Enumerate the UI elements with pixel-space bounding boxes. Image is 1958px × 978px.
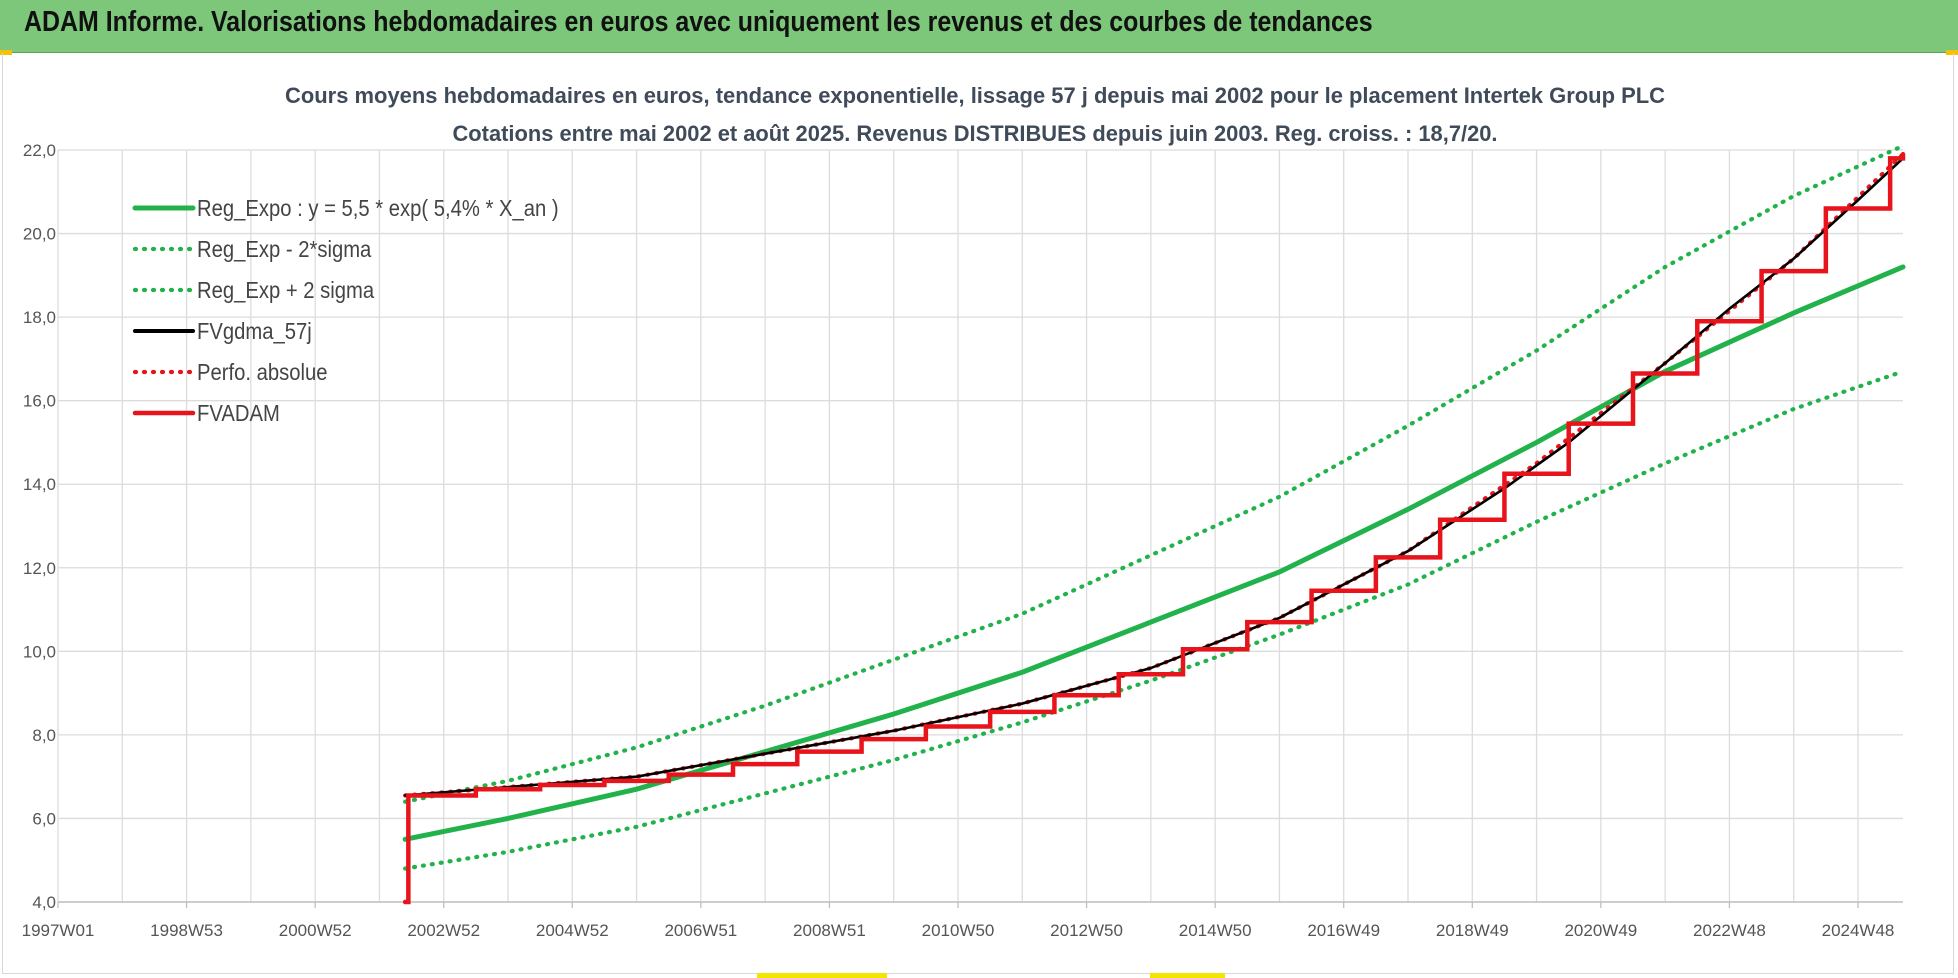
bottom-accent-left: [757, 973, 887, 978]
x-tick-label: 1997W01: [22, 921, 95, 940]
x-tick-label: 2004W52: [536, 921, 609, 940]
banner-title: ADAM Informe. Valorisations hebdomadaire…: [24, 6, 1373, 38]
legend-label: Perfo. absolue: [197, 359, 327, 386]
series-line-6: [402, 151, 1906, 905]
y-tick-label: 22,0: [23, 141, 56, 160]
y-tick-label: 12,0: [23, 559, 56, 578]
legend-label: Reg_Exp - 2*sigma: [197, 236, 372, 263]
x-tick-label: 2012W50: [1050, 921, 1123, 940]
x-tick-label: 2014W50: [1179, 921, 1252, 940]
corner-accent-right: [1946, 50, 1958, 55]
y-tick-label: 16,0: [23, 392, 56, 411]
x-tick-label: 2002W52: [407, 921, 480, 940]
chart-subtitle: Cotations entre mai 2002 et août 2025. R…: [453, 121, 1498, 146]
y-tick-label: 10,0: [23, 642, 56, 661]
y-tick-label: 8,0: [32, 726, 56, 745]
x-tick-label: 2020W49: [1564, 921, 1637, 940]
grid-lines: [57, 149, 1903, 903]
x-tick-label: 2010W50: [922, 921, 995, 940]
y-axis: 4,0 6,0 8,0 10,0 12,0 14,0 16,0 18,0 20,0 22,0: [23, 141, 56, 912]
y-tick-label: 14,0: [23, 475, 56, 494]
y-tick-label: 4,0: [32, 893, 56, 912]
x-tick-label: 2022W48: [1693, 921, 1766, 940]
legend: Reg_Expo : y = 5,5 * exp( 5,4% * X_an ) R…: [132, 195, 559, 427]
series-line-5: [403, 152, 1906, 798]
corner-accent-left: [0, 50, 12, 55]
x-tick-label: 2008W51: [793, 921, 866, 940]
chart-title: Cours moyens hebdomadaires en euros, ten…: [285, 83, 1665, 108]
x-tick-label: 1998W53: [150, 921, 223, 940]
series-line-2: [403, 369, 1906, 871]
legend-label: FVgdma_57j: [197, 318, 312, 345]
title-banner: ADAM Informe. Valorisations hebdomadaire…: [0, 0, 1958, 53]
x-tick-label: 2006W51: [664, 921, 737, 940]
x-tick-label: 2024W48: [1822, 921, 1895, 940]
x-tick-label: 2016W49: [1307, 921, 1380, 940]
y-tick-label: 6,0: [32, 809, 56, 828]
y-tick-label: 20,0: [23, 225, 56, 244]
legend-label: Reg_Exp + 2 sigma: [197, 277, 375, 304]
legend-label: FVADAM: [197, 400, 280, 427]
chart-frame: [2, 53, 1954, 974]
legend-label: Reg_Expo : y = 5,5 * exp( 5,4% * X_an ): [197, 195, 559, 222]
x-axis: 1997W01 1998W53 2000W52 2002W52 2004W52 2006W…: [22, 901, 1903, 940]
x-tick-label: 2018W49: [1436, 921, 1509, 940]
x-tick-label: 2000W52: [279, 921, 352, 940]
series-line-4: [403, 157, 1905, 797]
series-lines: [402, 143, 1906, 905]
y-tick-label: 18,0: [23, 308, 56, 327]
series-line-3: [403, 143, 1906, 804]
bottom-accent-right: [1150, 973, 1225, 978]
